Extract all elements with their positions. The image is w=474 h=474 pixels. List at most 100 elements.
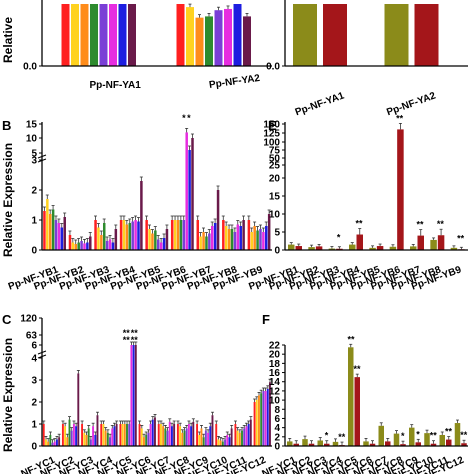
panel-e-tick-label: 0 xyxy=(274,246,280,257)
bar xyxy=(162,238,166,250)
panel-c-tick-label: 63 xyxy=(26,331,38,342)
bar xyxy=(226,435,229,446)
bar xyxy=(147,432,150,446)
bar xyxy=(233,232,237,250)
bar xyxy=(157,424,160,446)
significance-marker: ** xyxy=(353,364,361,374)
bar xyxy=(164,428,167,446)
bar xyxy=(106,432,109,446)
panel-b-tick-label: 3 xyxy=(31,156,37,167)
significance-marker: ** xyxy=(437,219,445,229)
bar xyxy=(111,242,115,250)
bar xyxy=(51,209,55,250)
panel-a2-category-label: Pp-NF-YA1 xyxy=(294,90,346,118)
panel-a-ylabel: Relative xyxy=(1,17,15,63)
bar xyxy=(219,440,222,446)
bar xyxy=(245,426,248,446)
bar xyxy=(439,434,445,446)
bar xyxy=(121,424,124,446)
bar xyxy=(114,229,118,250)
bar xyxy=(186,7,194,67)
bar xyxy=(415,442,421,446)
panel-e-tick-label: 75 xyxy=(269,146,281,157)
bar xyxy=(87,428,90,446)
bar xyxy=(183,430,186,446)
bar xyxy=(108,239,112,250)
bar xyxy=(170,220,174,250)
bar xyxy=(86,242,89,250)
bar xyxy=(118,4,127,66)
bar xyxy=(192,421,195,446)
bar xyxy=(267,214,271,250)
panel-e-tick-label: 25 xyxy=(269,161,281,172)
bar xyxy=(191,138,194,250)
bar xyxy=(260,393,263,446)
bar xyxy=(238,432,241,446)
bar xyxy=(224,226,228,250)
bar xyxy=(137,221,140,250)
bar xyxy=(363,441,369,446)
bar xyxy=(332,441,339,446)
panel-b-tick-label: 2 xyxy=(31,186,37,197)
bar xyxy=(204,430,207,446)
bar xyxy=(410,246,417,250)
bar xyxy=(190,426,193,446)
bar xyxy=(100,424,103,446)
bar xyxy=(215,424,218,446)
bar xyxy=(389,246,397,250)
bar xyxy=(211,226,214,250)
panel-e-tick-label: 10 xyxy=(269,210,281,221)
panel-c-tick-label: 4 xyxy=(31,354,37,365)
bar xyxy=(89,236,92,250)
bar xyxy=(185,428,188,446)
bar xyxy=(80,4,89,66)
panel-c-tick-label: 120 xyxy=(20,314,37,325)
bar xyxy=(130,345,133,446)
panel-b-tick-label: 0 xyxy=(31,246,37,257)
bar xyxy=(269,382,271,446)
bar xyxy=(187,424,190,446)
bar xyxy=(96,415,99,446)
bar xyxy=(228,437,231,446)
bar xyxy=(181,432,184,446)
bar xyxy=(54,220,58,250)
panel-e-tick-label: 100 xyxy=(263,138,280,149)
panel-e-letter: E xyxy=(268,118,277,133)
bar xyxy=(400,444,406,446)
bar xyxy=(293,443,299,446)
bar xyxy=(209,426,212,446)
bar xyxy=(94,435,97,446)
bar xyxy=(185,132,188,250)
bar xyxy=(376,246,384,250)
significance-marker: ** xyxy=(131,328,139,338)
bar xyxy=(46,199,49,250)
bar xyxy=(258,395,260,446)
bar xyxy=(200,428,203,446)
bar xyxy=(72,424,75,446)
bar xyxy=(234,424,237,446)
significance-marker: * xyxy=(182,113,186,123)
significance-marker: * xyxy=(187,113,191,123)
panel-b-axis-break xyxy=(37,158,47,163)
bar xyxy=(71,242,75,250)
bar xyxy=(125,224,129,250)
bar xyxy=(222,220,225,250)
panel-c-axis-break xyxy=(37,354,47,359)
bar xyxy=(68,419,71,446)
panel-c-ylabel: Relative Expression xyxy=(1,338,15,452)
bar xyxy=(90,4,98,66)
bar xyxy=(179,220,183,250)
bar xyxy=(94,220,97,250)
bar xyxy=(259,229,262,250)
bar xyxy=(80,241,83,250)
panel-b-axis-break xyxy=(37,154,47,159)
panel-e-tick-label: 50 xyxy=(269,154,281,165)
significance-marker: ** xyxy=(123,335,131,345)
bar xyxy=(159,242,163,250)
bar xyxy=(57,223,61,250)
bar xyxy=(266,388,269,446)
bar xyxy=(145,220,148,250)
